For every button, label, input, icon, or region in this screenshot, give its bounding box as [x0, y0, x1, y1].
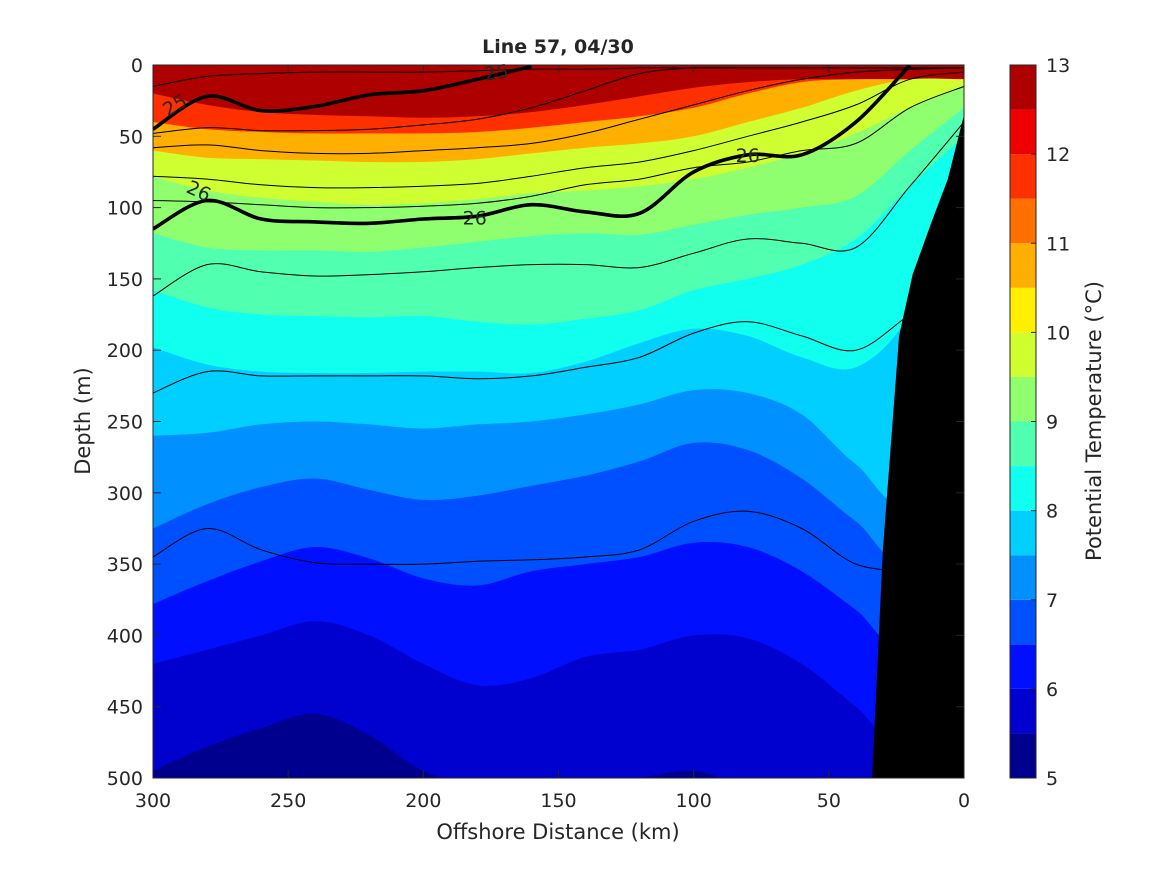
colorbar-swatch	[1010, 733, 1036, 778]
y-tick-label: 0	[131, 55, 143, 77]
colorbar-swatch	[1010, 688, 1036, 734]
x-tick-label: 100	[676, 790, 712, 812]
colorbar-swatch	[1010, 154, 1036, 199]
colorbar-swatch	[1010, 287, 1036, 333]
chart-title: Line 57, 04/30	[482, 36, 634, 58]
temperature-band	[153, 713, 722, 778]
colorbar-tick-label: 12	[1046, 144, 1070, 166]
density-contour	[153, 85, 964, 209]
colorbar-swatch	[1010, 599, 1036, 645]
density-contour-layer	[153, 65, 964, 572]
x-tick-label: 250	[270, 790, 306, 812]
colorbar-swatch	[1010, 332, 1036, 377]
contour-label: 26	[463, 208, 487, 230]
x-tick-label: 0	[958, 790, 970, 812]
contour-label-text: 26	[736, 145, 760, 167]
density-contour	[153, 65, 912, 231]
colorbar-swatch	[1010, 466, 1036, 511]
colorbar-swatch	[1010, 510, 1036, 556]
density-contour	[153, 67, 964, 155]
y-tick-label: 300	[107, 483, 143, 505]
x-tick-label: 200	[405, 790, 441, 812]
y-tick-label: 50	[119, 126, 143, 148]
colorbar: 5 6 7 8 9 10 11 12 13	[1009, 55, 1070, 790]
colorbar-swatch	[1010, 198, 1036, 244]
colorbar-tick-label: 7	[1046, 590, 1058, 612]
colorbar-tick-label: 10	[1046, 322, 1070, 344]
colorbar-swatch	[1010, 555, 1036, 600]
colorbar-tick-label: 5	[1046, 768, 1058, 790]
x-axis-label: Offshore Distance (km)	[436, 820, 679, 844]
colorbar-label: Potential Temperature (°C)	[1082, 281, 1106, 561]
colorbar-swatch	[1010, 109, 1036, 155]
colorbar-swatch	[1010, 65, 1036, 110]
y-tick-label: 450	[107, 697, 143, 719]
density-contour	[153, 65, 532, 131]
y-axis-label: Depth (m)	[71, 367, 95, 474]
colorbar-tick-label: 9	[1046, 412, 1058, 434]
density-contour	[153, 121, 964, 297]
colorbar-tick-label: 8	[1046, 501, 1058, 523]
y-tick-label: 400	[107, 625, 143, 647]
x-axis: 300 250 200 150 100 50 0	[135, 65, 970, 812]
bathymetry-land	[872, 114, 964, 778]
y-tick-label: 150	[107, 269, 143, 291]
y-tick-label: 100	[107, 198, 143, 220]
colorbar-tick-label: 6	[1046, 679, 1058, 701]
colorbar-swatch	[1010, 421, 1036, 467]
contour-label-text: 25	[483, 61, 510, 86]
colorbar-swatch	[1010, 644, 1036, 689]
density-contour	[153, 278, 964, 394]
y-tick-label: 200	[107, 340, 143, 362]
contour-label: 26	[736, 145, 760, 167]
y-axis: 0 50 100 150 200 250 300 350 400 450 500	[107, 55, 964, 790]
x-tick-label: 300	[135, 790, 171, 812]
density-contour	[153, 71, 964, 189]
contour-label-text: 26	[463, 208, 487, 230]
colorbar-swatch	[1010, 376, 1036, 422]
temperature-fill-layer	[153, 65, 964, 778]
colorbar-tick-label: 11	[1046, 233, 1070, 255]
contour-label: 25	[483, 61, 510, 86]
density-contour	[153, 510, 910, 572]
colorbar-tick-label: 13	[1046, 55, 1070, 77]
y-tick-label: 500	[107, 768, 143, 790]
y-tick-label: 350	[107, 554, 143, 576]
y-tick-label: 250	[107, 412, 143, 434]
x-tick-label: 50	[817, 790, 841, 812]
x-tick-label: 150	[540, 790, 576, 812]
colorbar-swatch	[1010, 243, 1036, 288]
